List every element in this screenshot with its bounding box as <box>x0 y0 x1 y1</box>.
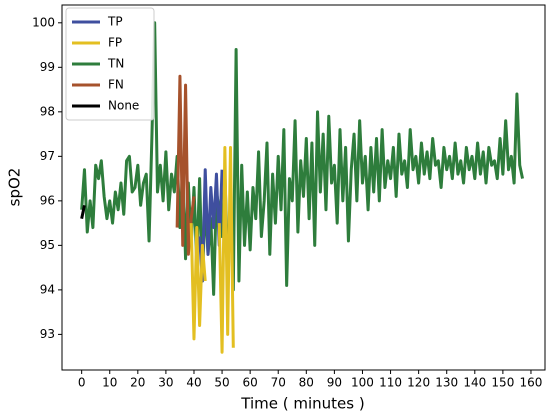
y-tick-label: 94 <box>40 282 55 296</box>
x-tick-label: 120 <box>407 376 430 390</box>
data-line <box>198 168 224 283</box>
y-tick-label: 100 <box>32 15 55 29</box>
legend-label: FP <box>108 36 122 50</box>
legend-box <box>65 7 155 121</box>
y-tick-label: 95 <box>40 238 55 252</box>
x-tick-label: 50 <box>214 376 229 390</box>
data-line <box>80 204 86 219</box>
x-tick-label: 0 <box>78 376 86 390</box>
data-line <box>80 21 525 296</box>
x-tick-label: 160 <box>520 376 543 390</box>
y-tick-label: 93 <box>40 327 55 341</box>
x-tick-label: 130 <box>435 376 458 390</box>
x-tick-label: 10 <box>102 376 117 390</box>
x-tick-label: 60 <box>243 376 258 390</box>
x-tick-label: 30 <box>158 376 173 390</box>
legend-label: TP <box>107 15 123 29</box>
x-tick-label: 90 <box>327 376 342 390</box>
x-tick-label: 80 <box>299 376 314 390</box>
x-tick-label: 40 <box>186 376 201 390</box>
y-tick-label: 96 <box>40 193 55 207</box>
y-axis-label: spO2 <box>6 168 24 207</box>
x-tick-label: 100 <box>351 376 374 390</box>
x-tick-label: 110 <box>379 376 402 390</box>
x-tick-label: 20 <box>130 376 145 390</box>
legend-label: TN <box>107 57 124 71</box>
x-tick-label: 150 <box>491 376 514 390</box>
y-tick-label: 99 <box>40 60 55 74</box>
plot-frame <box>61 4 546 371</box>
legend-label: None <box>108 99 139 113</box>
y-tick-label: 97 <box>40 149 55 163</box>
x-tick-label: 70 <box>271 376 286 390</box>
legend-label: FN <box>108 78 124 92</box>
x-tick-label: 140 <box>463 376 486 390</box>
data-line <box>189 145 235 354</box>
x-axis-label: Time ( minutes ) <box>240 395 364 413</box>
data-line <box>175 74 196 256</box>
y-tick-label: 98 <box>40 104 55 118</box>
